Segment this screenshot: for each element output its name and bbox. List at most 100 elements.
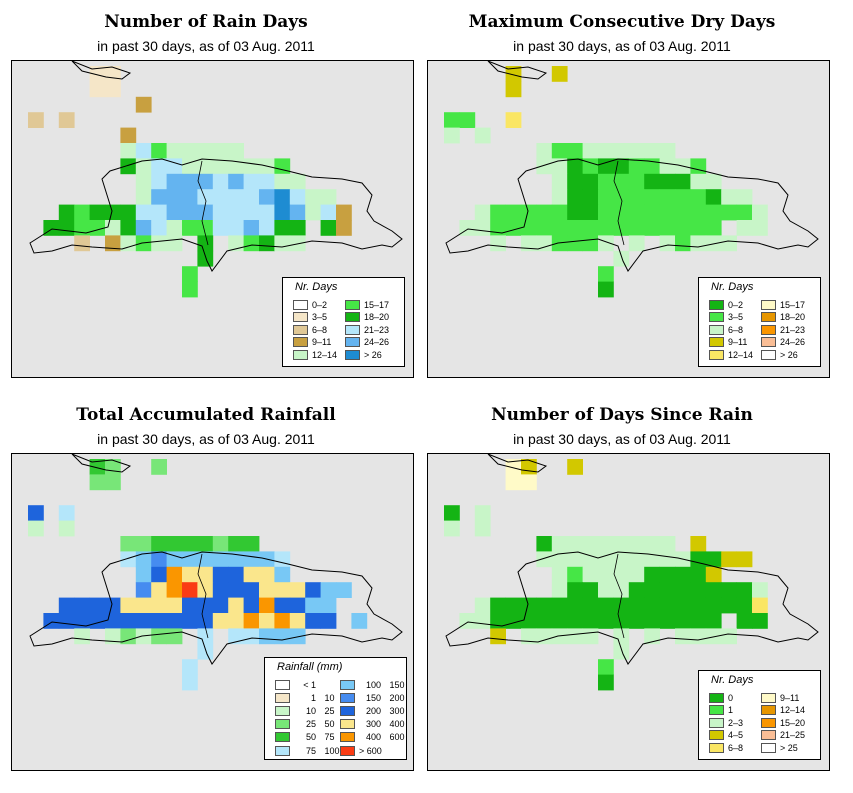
grid-cell xyxy=(705,613,722,629)
grid-cell xyxy=(212,220,229,236)
grid-cell xyxy=(166,582,183,598)
grid-cell xyxy=(151,613,167,629)
grid-cell xyxy=(212,173,229,190)
grid-cell xyxy=(628,204,645,221)
legend-item: 400 600 xyxy=(340,732,405,743)
legend-item: 3–5 xyxy=(709,312,743,323)
grid-cell xyxy=(74,597,90,614)
grid-cell xyxy=(58,597,75,614)
grid-cell xyxy=(536,551,553,568)
legend-item: 1 10 xyxy=(275,692,335,703)
legend-label: 9–11 xyxy=(728,337,748,348)
grid-cell xyxy=(182,613,198,629)
grid-cell xyxy=(705,597,722,614)
grid-cell xyxy=(120,536,137,552)
legend: Nr. Days 0–2 3–5 6–8 9–11 12–14 15–17 18–20 21–… xyxy=(698,277,821,367)
legend-swatch xyxy=(709,692,724,703)
grid-cell xyxy=(644,628,660,645)
panel-title: Maximum Consecutive Dry Days xyxy=(468,12,776,32)
grid-cell xyxy=(551,220,568,236)
grid-cell xyxy=(274,613,291,629)
legend-item: 9–11 xyxy=(709,337,747,348)
grid-cell xyxy=(567,551,583,568)
legend-range-low: 1 xyxy=(310,692,316,703)
grid-cell xyxy=(74,220,90,236)
grid-cell xyxy=(567,613,583,629)
legend-swatch xyxy=(275,692,290,703)
legend-swatch xyxy=(345,299,360,310)
grid-cell xyxy=(628,173,645,190)
grid-cell xyxy=(182,551,198,568)
grid-cell xyxy=(135,582,152,598)
grid-cell xyxy=(228,204,244,221)
grid-cell xyxy=(705,582,722,598)
grid-cell xyxy=(320,613,337,629)
grid-cell xyxy=(505,66,522,82)
panel-subtitle: in past 30 days, as of 03 Aug. 2011 xyxy=(513,431,731,447)
legend-item: 0–2 xyxy=(709,299,743,310)
grid-cell xyxy=(598,158,614,175)
grid-cell xyxy=(705,173,722,190)
country-border xyxy=(613,160,625,246)
country-border xyxy=(613,553,625,639)
legend-item: 21–25 xyxy=(761,730,805,741)
grid-cell xyxy=(567,235,583,252)
grid-cell xyxy=(659,143,676,159)
grid-cell xyxy=(474,220,491,236)
grid-cell xyxy=(259,235,275,252)
grid-cell xyxy=(151,143,167,159)
grid-cell xyxy=(182,674,198,691)
grid-cell xyxy=(490,220,506,236)
grid-cell xyxy=(659,597,676,614)
grid-cell xyxy=(551,66,568,82)
grid-cell xyxy=(551,143,568,159)
grid-cell xyxy=(521,597,537,614)
grid-cell xyxy=(274,582,291,598)
grid-cell xyxy=(675,597,691,614)
grid-cell xyxy=(598,551,614,568)
legend-item: 300 400 xyxy=(340,719,405,730)
grid-cell xyxy=(644,220,660,236)
grid-cell xyxy=(536,597,553,614)
grid-cell xyxy=(659,582,676,598)
grid-cell xyxy=(736,613,753,629)
grid-cell xyxy=(659,613,676,629)
grid-cell xyxy=(336,582,352,598)
grid-cell xyxy=(567,189,583,205)
grid-cell xyxy=(89,613,106,629)
grid-cell xyxy=(135,96,152,113)
legend-label: 24–26 xyxy=(364,337,390,348)
legend-swatch xyxy=(761,730,776,741)
grid-cell xyxy=(182,582,198,598)
grid-cell xyxy=(536,235,553,252)
grid-cell xyxy=(659,235,676,252)
grid-cell xyxy=(567,220,583,236)
grid-cell xyxy=(613,582,630,598)
grid-cell xyxy=(105,81,121,98)
grid-cell xyxy=(675,235,691,252)
grid-cell xyxy=(598,189,614,205)
grid-cell xyxy=(259,628,275,645)
grid-cell xyxy=(567,628,583,645)
map-grid xyxy=(28,454,403,691)
grid-cell xyxy=(289,597,306,614)
legend-label: 100 150 xyxy=(359,680,405,690)
grid-cell xyxy=(644,582,660,598)
grid-cell xyxy=(228,220,244,236)
grid-cell xyxy=(351,613,368,629)
legend-range-high: 10 xyxy=(322,692,335,703)
grid-cell xyxy=(613,597,630,614)
legend-item: 6–8 xyxy=(709,742,743,753)
grid-cell xyxy=(567,536,583,552)
grid-cell xyxy=(228,143,244,159)
grid-cell xyxy=(182,143,198,159)
grid-cell xyxy=(598,536,614,552)
legend-label: 21–23 xyxy=(364,324,390,335)
legend-swatch xyxy=(275,732,290,743)
grid-cell xyxy=(320,220,337,236)
grid-cell xyxy=(705,235,722,252)
grid-cell xyxy=(721,204,737,221)
grid-cell xyxy=(505,81,522,98)
grid-cell xyxy=(490,628,506,645)
